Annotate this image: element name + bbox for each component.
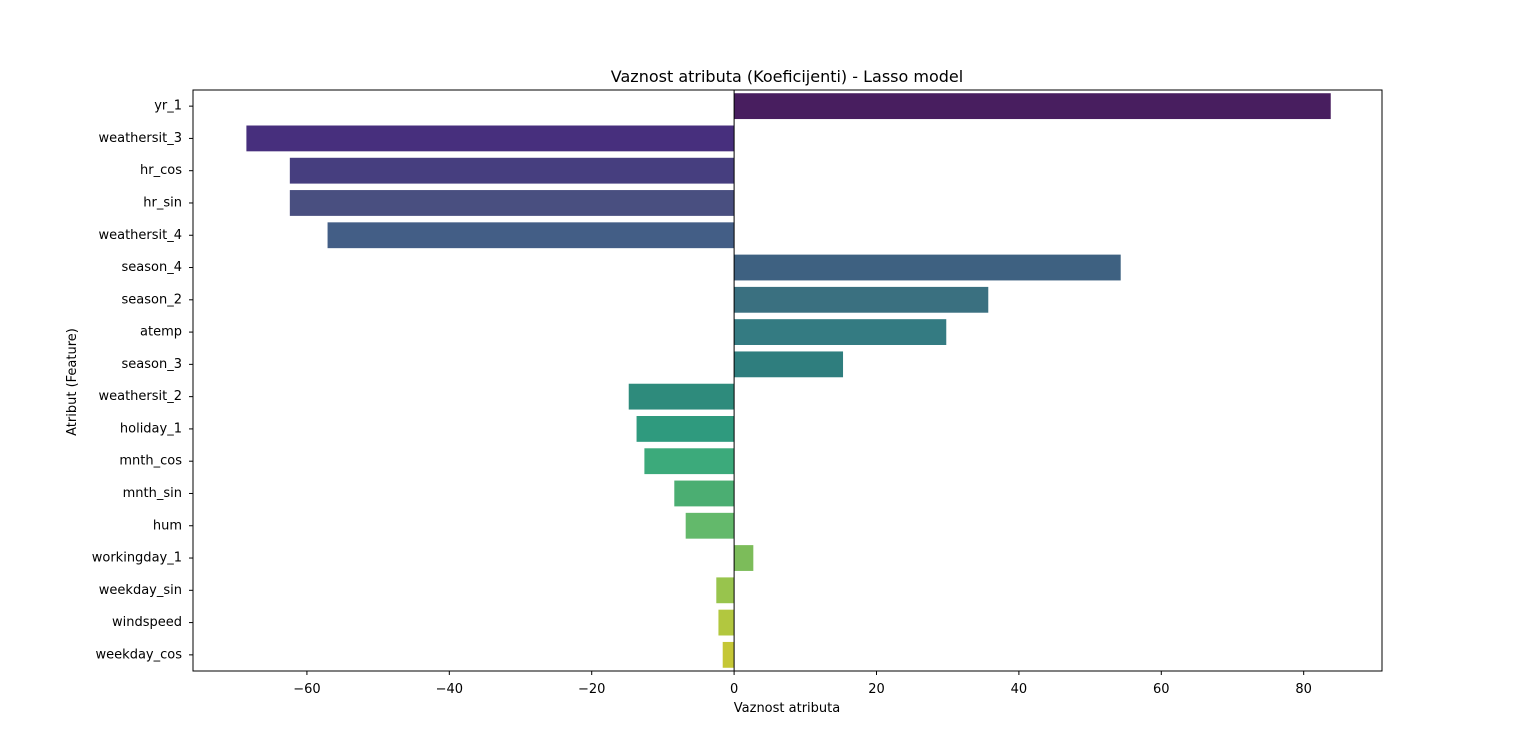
y-tick-label: windspeed [112,615,182,630]
bar-weathersit_4 [327,222,735,249]
y-tick-label: season_3 [122,357,182,372]
x-axis-label: Vaznost atributa [734,701,840,716]
bar-windspeed [718,609,735,636]
x-tick-label: 0 [730,682,738,697]
bar-atemp [734,319,947,345]
bars-group [246,93,1331,668]
bar-hr_cos [289,157,735,184]
bar-workingday_1 [734,545,754,571]
bar-season_2 [734,286,989,313]
chart-title: Vaznost atributa (Koeficijenti) - Lasso … [611,67,963,86]
y-tick-label: hum [153,518,182,533]
x-axis: −60 −40 −20 0 20 40 60 80 [293,671,1312,697]
bar-mnth_sin [674,480,735,507]
y-tick-label: weathersit_2 [98,389,182,404]
bar-holiday_1 [636,416,735,442]
bar-weekday_sin [716,577,735,604]
y-tick-label: weekday_cos [96,647,183,662]
x-tick-label: −60 [293,682,320,697]
plot-frame [192,89,1383,672]
bar-mnth_cos [644,448,735,475]
y-tick-label: weathersit_3 [98,131,182,146]
y-tick-label: mnth_sin [123,486,182,501]
bar-hum [685,512,735,539]
x-tick-label: −20 [578,682,605,697]
y-tick-label: season_4 [122,260,182,275]
x-tick-label: 60 [1153,682,1170,697]
x-tick-label: 20 [868,682,885,697]
y-tick-label: yr_1 [154,99,182,114]
y-tick-label: workingday_1 [92,551,182,566]
y-tick-label: atemp [140,325,182,340]
bar-weekday_cos [722,641,735,668]
y-tick-label: mnth_cos [119,454,182,469]
x-tick-label: 80 [1295,682,1312,697]
bar-season_4 [734,254,1121,281]
bar-yr_1 [734,93,1331,120]
x-tick-label: −40 [436,682,463,697]
y-tick-label: weathersit_4 [98,228,182,243]
y-tick-label: hr_cos [140,163,182,178]
y-tick-label: weekday_sin [99,583,182,598]
bar-season_3 [734,351,844,378]
y-axis-label: Atribut (Feature) [65,328,80,436]
y-tick-label: season_2 [122,292,182,307]
y-tick-label: holiday_1 [120,421,182,436]
bar-hr_sin [289,190,735,216]
y-tick-label: hr_sin [143,195,182,210]
bar-weathersit_2 [628,383,735,410]
y-axis: yr_1 weathersit_3 hr_cos hr_sin weathersit_4… [92,99,193,662]
bar-weathersit_3 [246,125,735,152]
x-tick-label: 40 [1011,682,1028,697]
